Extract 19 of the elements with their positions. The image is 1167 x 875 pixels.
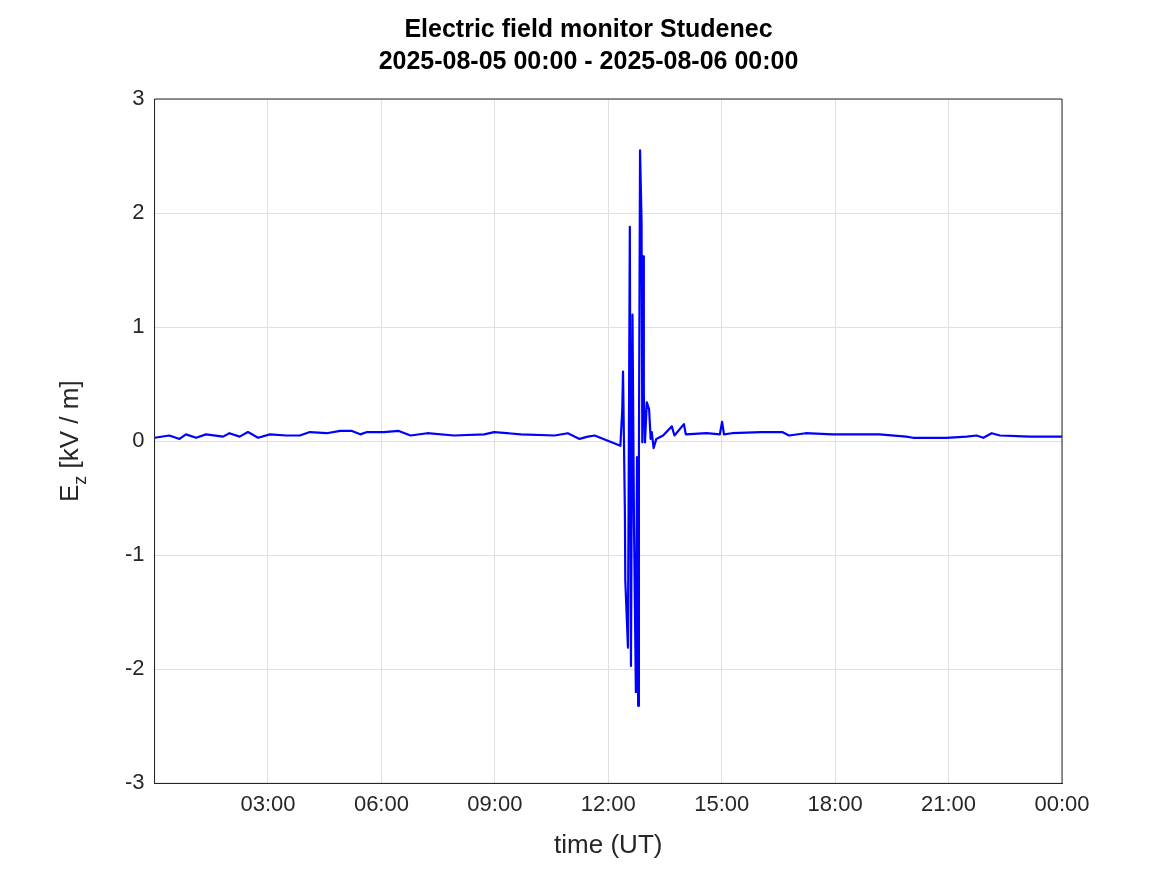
y-tick-label: 3 bbox=[132, 85, 145, 111]
y-axis-title: Ez [kV / m] bbox=[54, 380, 90, 503]
x-axis-title: time (UT) bbox=[554, 828, 663, 859]
y-tick-label: -1 bbox=[125, 541, 145, 567]
x-tick-label: 21:00 bbox=[921, 790, 977, 816]
x-tick-label: 06:00 bbox=[353, 790, 409, 816]
y-tick-label: -3 bbox=[125, 769, 145, 795]
y-tick-label: -2 bbox=[125, 655, 145, 681]
x-tick-label: 03:00 bbox=[240, 790, 296, 816]
x-tick-label: 18:00 bbox=[807, 790, 863, 816]
chart-subtitle: 2025-08-05 00:00 - 2025-08-06 00:00 bbox=[378, 45, 799, 74]
x-tick-label: 09:00 bbox=[467, 790, 523, 816]
x-tick-label: 15:00 bbox=[694, 790, 750, 816]
y-tick-label: 0 bbox=[132, 427, 145, 453]
y-tick-label: 1 bbox=[132, 313, 145, 339]
x-tick-label: 00:00 bbox=[1034, 790, 1090, 816]
y-tick-label: 2 bbox=[132, 199, 145, 225]
chart-title: Electric field monitor Studenec bbox=[404, 13, 773, 42]
x-tick-label: 12:00 bbox=[580, 790, 636, 816]
